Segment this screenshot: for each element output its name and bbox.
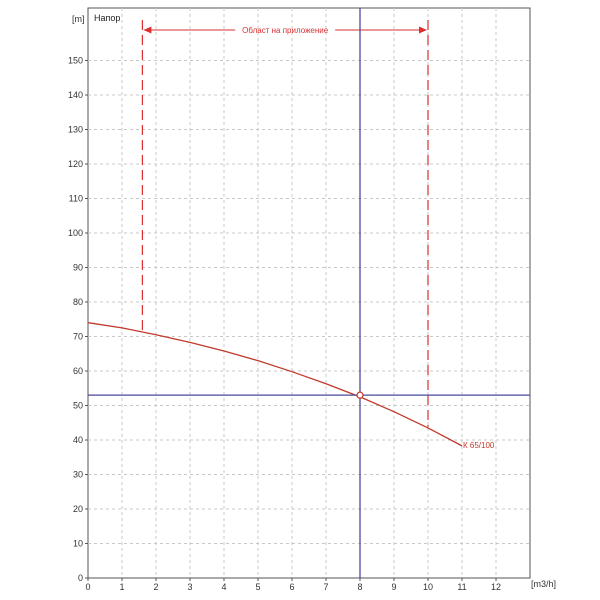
y-tick-label: 130 [68, 125, 83, 135]
application-range: Област на приложение [141, 20, 429, 427]
x-tick-label: 3 [187, 582, 192, 592]
plot-frame [87, 7, 531, 579]
x-axis-unit: [m3/h] [531, 579, 556, 589]
y-axis-ticks: 0 10 20 30 40 50 60 70 80 90 100 110 120 130 140 150 [68, 56, 88, 583]
y-tick-label: 10 [73, 539, 83, 549]
y-tick-label: 0 [78, 573, 83, 583]
y-tick-label: 90 [73, 263, 83, 273]
x-tick-label: 0 [85, 582, 90, 592]
x-tick-label: 9 [391, 582, 396, 592]
y-axis-unit: [m] [72, 14, 85, 24]
y-tick-label: 140 [68, 90, 83, 100]
y-tick-label: 30 [73, 470, 83, 480]
y-tick-label: 70 [73, 332, 83, 342]
y-tick-label: 40 [73, 435, 83, 445]
y-tick-label: 20 [73, 504, 83, 514]
operating-crosshair [88, 8, 530, 578]
operating-point-marker [356, 391, 364, 399]
y-tick-label: 50 [73, 401, 83, 411]
x-tick-label: 5 [255, 582, 260, 592]
x-tick-label: 1 [119, 582, 124, 592]
x-tick-label: 2 [153, 582, 158, 592]
x-tick-label: 12 [491, 582, 501, 592]
y-tick-label: 110 [69, 194, 83, 204]
x-tick-label: 10 [423, 582, 433, 592]
x-tick-label: 6 [289, 582, 294, 592]
x-tick-label: 7 [323, 582, 328, 592]
x-tick-label: 4 [221, 582, 226, 592]
y-tick-label: 120 [68, 159, 83, 169]
range-arrow-head-left [143, 26, 152, 34]
y-tick-label: 100 [68, 228, 83, 238]
y-tick-label: 60 [73, 366, 83, 376]
x-tick-label: 8 [357, 582, 362, 592]
y-tick-label: 150 [68, 56, 83, 66]
y-tick-label: 80 [73, 297, 83, 307]
x-tick-label: 11 [457, 582, 466, 592]
x-axis-ticks: 0 1 2 3 4 5 6 7 8 9 10 11 12 [85, 578, 501, 592]
series-label: К 65/100 [463, 441, 495, 450]
series-layer: К 65/100 [87, 322, 495, 450]
range-label: Област на приложение [242, 26, 329, 35]
chart-title: Напор [94, 13, 120, 23]
range-arrow-head-right [419, 26, 427, 34]
series-curve [87, 322, 463, 447]
